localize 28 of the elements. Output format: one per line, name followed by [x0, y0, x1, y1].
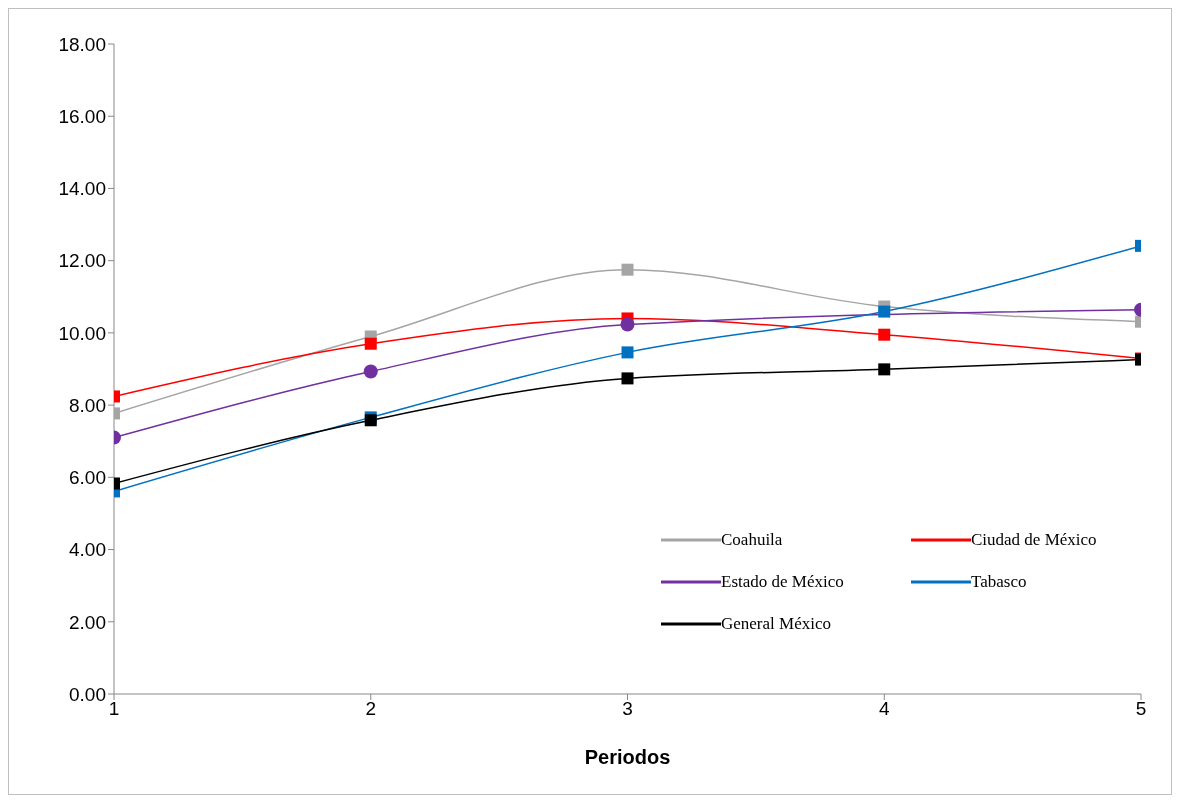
point: [878, 363, 891, 376]
legend-label: Coahuila: [721, 530, 783, 550]
x-tick-label: 2: [365, 698, 377, 720]
y-tick-label: 2.00: [69, 611, 106, 633]
y-tick-label: 8.00: [69, 394, 106, 416]
point: [621, 372, 634, 385]
y-tick-label: 18.00: [58, 33, 106, 55]
point: [878, 305, 891, 318]
legend-label: Ciudad de México: [971, 530, 1097, 550]
x-tick-label: 1: [108, 698, 120, 720]
point: [878, 328, 891, 341]
y-tick-label: 16.00: [58, 105, 106, 127]
legend-label: Tabasco: [971, 572, 1027, 592]
x-tick-label: 3: [622, 698, 633, 720]
point: [364, 337, 377, 350]
y-tick-label: 6.00: [69, 467, 106, 489]
y-tick-label: 0.00: [69, 683, 106, 705]
legend-label: Estado de México: [721, 572, 844, 592]
x-tick-label: 5: [1135, 698, 1147, 720]
point: [621, 263, 634, 276]
y-tick-label: 12.00: [58, 250, 106, 272]
legend-label: General México: [721, 614, 831, 634]
x-axis-title: Periodos: [584, 746, 671, 768]
y-tick-label: 14.00: [58, 178, 106, 200]
x-tick-label: 4: [878, 698, 890, 720]
y-tick-label: 10.00: [58, 322, 106, 344]
y-tick-label: 4.00: [69, 539, 106, 561]
point: [621, 346, 634, 359]
